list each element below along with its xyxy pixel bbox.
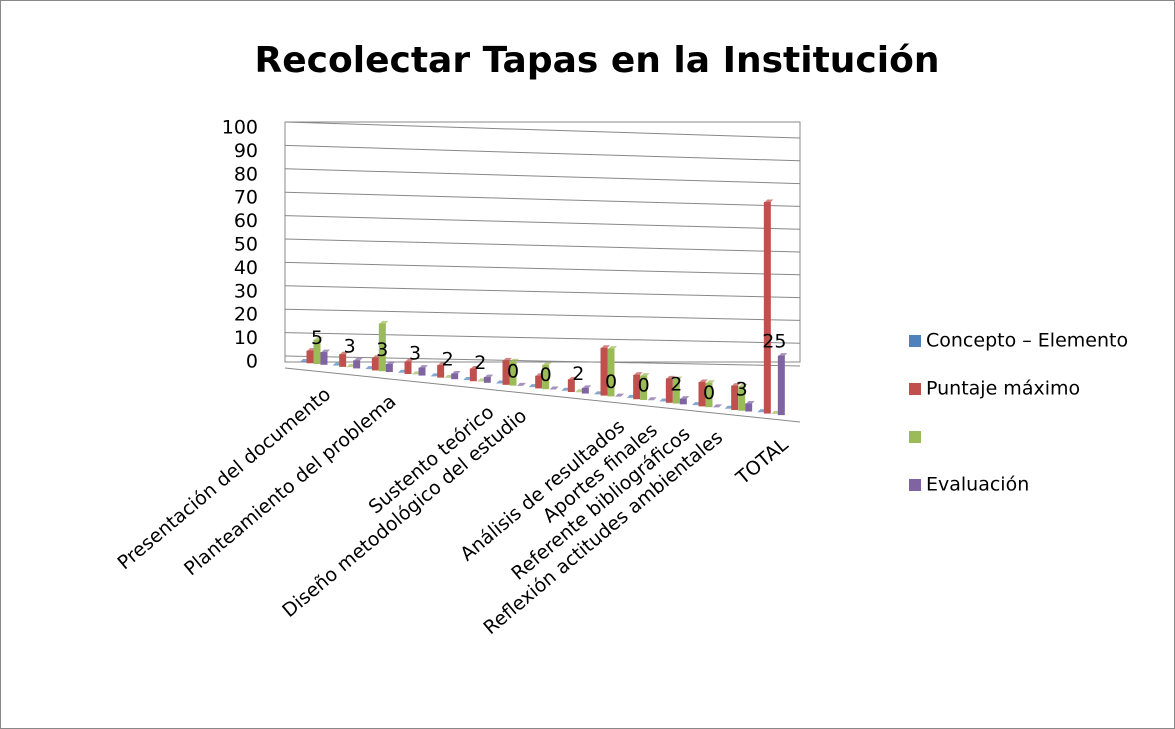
bar-top xyxy=(582,385,592,389)
legend-label: Evaluación xyxy=(926,474,1029,496)
bar-top xyxy=(778,353,788,357)
data-label: 3 xyxy=(376,339,388,361)
data-label: 2 xyxy=(474,352,486,374)
bar xyxy=(763,201,771,414)
bar-top xyxy=(517,382,526,386)
legend-swatch xyxy=(909,383,921,395)
bar-top xyxy=(713,404,722,408)
bar-top xyxy=(673,376,683,380)
bar-top xyxy=(764,199,774,203)
y-tick-label: 0 xyxy=(246,351,258,373)
data-label: 5 xyxy=(311,327,323,349)
y-tick-label: 70 xyxy=(234,187,258,209)
data-label: 3 xyxy=(736,379,748,401)
bar xyxy=(385,363,393,372)
bar-top xyxy=(542,362,552,366)
data-label: 3 xyxy=(409,343,421,365)
data-label: 2 xyxy=(442,349,454,371)
bar xyxy=(418,367,426,376)
bar-top xyxy=(437,362,447,366)
data-label: 0 xyxy=(605,371,617,393)
y-tick-label: 60 xyxy=(234,210,258,232)
floor xyxy=(284,367,801,423)
data-label: 25 xyxy=(762,331,786,353)
bar xyxy=(581,387,589,394)
bar-top xyxy=(706,380,715,384)
bar-top xyxy=(615,393,624,397)
bar-top xyxy=(484,374,494,378)
bar-top xyxy=(601,345,610,349)
bar-top xyxy=(353,357,363,361)
bar-top xyxy=(503,357,512,361)
bar xyxy=(679,398,687,405)
grid-line xyxy=(284,285,801,299)
bar-top xyxy=(549,386,559,390)
legend-swatch xyxy=(909,335,921,347)
grid-line xyxy=(284,168,801,185)
data-label: 0 xyxy=(540,364,552,386)
bar-top xyxy=(419,365,428,369)
data-label: 0 xyxy=(703,382,715,404)
legend-swatch xyxy=(909,479,921,491)
bar-top xyxy=(745,401,755,405)
legend-label: Puntaje máximo xyxy=(926,378,1080,400)
bar-top xyxy=(321,349,330,353)
y-tick-label: 40 xyxy=(234,257,258,279)
bar-top xyxy=(339,351,349,355)
grid-line xyxy=(284,238,801,253)
bar xyxy=(483,377,491,383)
legend-label: Concepto – Elemento xyxy=(926,330,1128,352)
y-tick-label: 30 xyxy=(234,280,258,302)
grid-line xyxy=(284,332,801,344)
data-label: 2 xyxy=(670,374,682,396)
bar-top xyxy=(568,376,578,380)
bar-top xyxy=(633,372,643,376)
grid-line xyxy=(284,261,801,276)
bar xyxy=(353,360,361,369)
bar-top xyxy=(510,358,519,362)
data-label: 2 xyxy=(572,363,584,385)
y-tick-label: 90 xyxy=(234,140,258,162)
bar-top xyxy=(386,361,396,365)
bar-top xyxy=(640,373,650,377)
bar xyxy=(320,352,328,365)
grid-line xyxy=(284,308,801,321)
data-label: 0 xyxy=(507,360,519,382)
bar xyxy=(777,355,785,416)
y-tick-label: 50 xyxy=(234,234,258,256)
bar-top xyxy=(451,371,461,375)
bar-top xyxy=(314,337,323,341)
plot-wall xyxy=(284,121,801,363)
y-tick-label: 20 xyxy=(234,304,258,326)
grid-line xyxy=(284,215,801,230)
bar-top xyxy=(666,375,676,379)
bar-top xyxy=(680,396,690,400)
bar-top xyxy=(738,383,748,387)
y-tick-label: 80 xyxy=(234,163,258,185)
legend-swatch xyxy=(909,431,921,443)
bar xyxy=(451,373,459,380)
bar xyxy=(745,403,753,412)
grid-line xyxy=(284,121,801,139)
data-label: 3 xyxy=(344,335,356,357)
y-tick-label: 100 xyxy=(222,117,258,139)
bar-top xyxy=(470,366,480,370)
bar-top xyxy=(405,358,414,362)
bar-top xyxy=(699,379,708,383)
grid-line xyxy=(284,355,801,367)
data-label: 0 xyxy=(638,375,650,397)
y-tick-label: 10 xyxy=(234,327,258,349)
bar-top xyxy=(608,346,617,350)
bar xyxy=(306,350,314,364)
chart-title: Recolectar Tapas en la Institución xyxy=(255,40,940,81)
bar-top xyxy=(379,320,389,324)
grid-line xyxy=(284,191,801,207)
bar-top xyxy=(647,397,657,401)
grid-line xyxy=(284,144,801,162)
bar-top xyxy=(731,383,741,387)
